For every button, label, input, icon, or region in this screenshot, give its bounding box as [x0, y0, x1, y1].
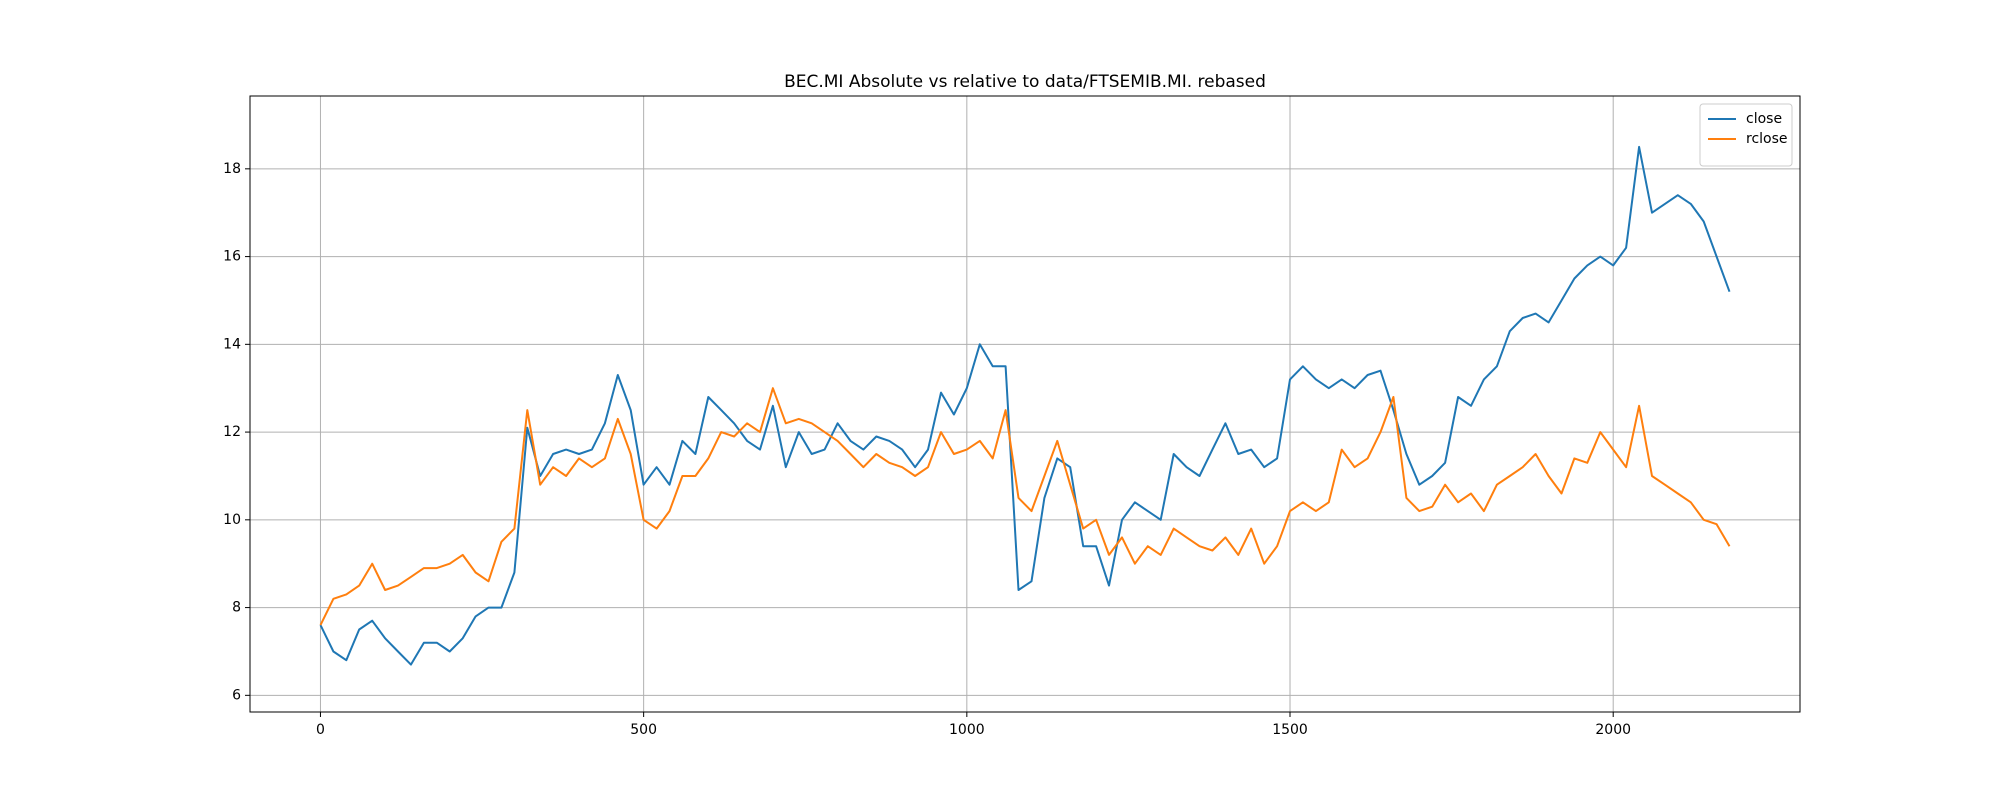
- x-tick-label: 0: [316, 722, 325, 738]
- y-tick-label: 16: [223, 249, 241, 265]
- legend-label: rclose: [1746, 131, 1788, 147]
- legend-label: close: [1746, 111, 1782, 127]
- x-tick-label: 1500: [1272, 722, 1308, 738]
- x-tick-label: 2000: [1595, 722, 1631, 738]
- axes-frame: [249, 95, 1801, 713]
- x-tick-label: 1000: [949, 722, 985, 738]
- line-series: [319, 387, 1731, 626]
- y-tick-label: 12: [223, 424, 241, 440]
- y-tick-label: 18: [223, 161, 241, 177]
- y-tick-label: 8: [232, 600, 241, 616]
- x-tick-label: 500: [630, 722, 657, 738]
- chart-title: BEC.MI Absolute vs relative to data/FTSE…: [784, 72, 1266, 92]
- y-tick-label: 10: [223, 512, 241, 528]
- y-tick-label: 6: [232, 687, 241, 703]
- y-tick-label: 14: [223, 336, 241, 352]
- line-series: [319, 145, 1731, 666]
